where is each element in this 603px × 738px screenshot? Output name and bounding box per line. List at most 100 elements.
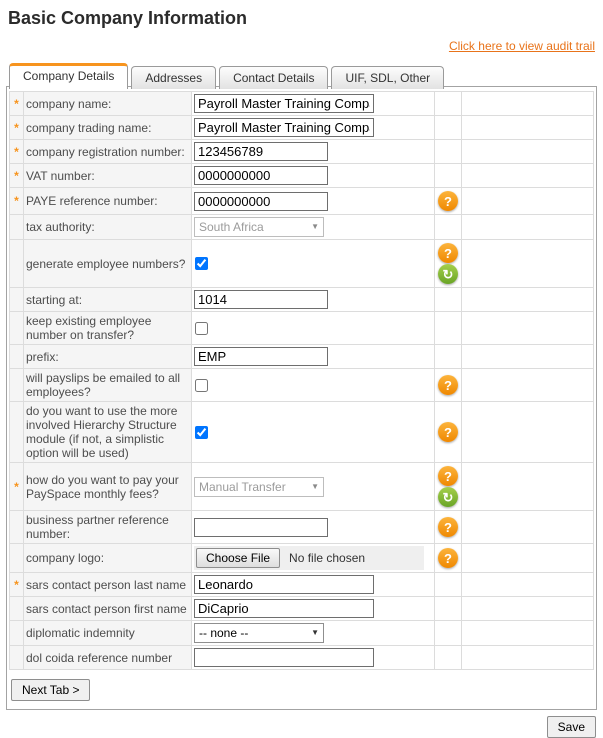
input-cell: [191, 596, 435, 621]
next-tab-row: Next Tab >: [11, 679, 594, 701]
icons-cell: ?: [434, 543, 462, 573]
field-label: keep existing employee number on transfe…: [26, 314, 152, 342]
payslips-emailed-checkbox[interactable]: [195, 378, 208, 392]
input-cell: [191, 115, 435, 140]
field-label: how do you want to pay your PaySpace mon…: [26, 472, 179, 501]
spacer-cell: [461, 401, 594, 463]
sars-first-name-input[interactable]: [194, 599, 374, 618]
generate-employee-numbers-checkbox[interactable]: [195, 257, 208, 270]
required-marker: [9, 401, 24, 463]
vat-number-input[interactable]: [194, 166, 328, 185]
label-cell: will payslips be emailed to all employee…: [23, 368, 192, 402]
refresh-icon[interactable]: ↻: [438, 264, 458, 284]
file-status-text: No file chosen: [289, 551, 366, 565]
input-cell: [191, 187, 435, 215]
select-value: South Africa: [199, 220, 264, 234]
spacer-cell: [461, 214, 594, 240]
spacer-cell: [461, 187, 594, 215]
diplomatic-indemnity-select[interactable]: -- none -- ▼: [194, 623, 324, 643]
icons-cell: [434, 139, 462, 164]
choose-file-button[interactable]: Choose File: [196, 548, 281, 568]
field-label: PAYE reference number:: [26, 194, 158, 208]
tab-uif-sdl-other[interactable]: UIF, SDL, Other: [331, 66, 445, 89]
spacer-cell: [461, 620, 594, 646]
tab-contact-details[interactable]: Contact Details: [219, 66, 329, 89]
row-prefix: prefix:: [9, 344, 594, 369]
save-button[interactable]: Save: [546, 716, 596, 738]
required-marker: [9, 596, 24, 621]
field-label: business partner reference number:: [26, 513, 169, 541]
refresh-icon[interactable]: ↻: [438, 487, 458, 507]
required-marker: [9, 214, 24, 240]
chevron-down-icon: ▼: [311, 481, 319, 491]
field-label: prefix:: [26, 349, 59, 364]
company-name-input[interactable]: [194, 94, 374, 113]
help-icon[interactable]: ?: [438, 548, 458, 568]
input-cell: [191, 368, 435, 402]
row-vat-number: * VAT number:: [9, 163, 594, 188]
required-marker: [9, 239, 24, 288]
tab-bar: Company Details Addresses Contact Details U…: [9, 63, 603, 89]
hierarchy-structure-checkbox[interactable]: [195, 425, 208, 439]
label-cell: generate employee numbers?: [23, 239, 192, 288]
field-label: starting at:: [26, 292, 83, 307]
company-details-panel: * company name: * company trading name: …: [6, 86, 597, 710]
input-cell: [191, 287, 435, 312]
dol-coida-reference-input[interactable]: [194, 648, 374, 667]
help-icon[interactable]: ?: [438, 466, 458, 486]
business-partner-reference-input[interactable]: [194, 517, 328, 537]
required-marker: *: [9, 187, 24, 215]
icons-cell: ? ↻: [434, 239, 462, 288]
help-icon[interactable]: ?: [438, 422, 458, 442]
input-cell: Choose File No file chosen: [191, 543, 435, 573]
starting-at-input[interactable]: [194, 290, 328, 309]
input-cell: [191, 344, 435, 369]
icons-cell: ?: [434, 510, 462, 544]
field-label: sars contact person last name: [26, 577, 187, 592]
required-marker: [9, 344, 24, 369]
field-label: VAT number:: [26, 168, 95, 183]
row-paye-reference-number: * PAYE reference number: ?: [9, 187, 594, 215]
label-cell: keep existing employee number on transfe…: [23, 311, 192, 345]
tab-addresses[interactable]: Addresses: [131, 66, 217, 89]
label-cell: sars contact person first name: [23, 596, 192, 621]
label-cell: diplomatic indemnity: [23, 620, 192, 646]
label-cell: business partner reference number:: [23, 510, 192, 544]
next-tab-button[interactable]: Next Tab >: [11, 679, 91, 701]
label-cell: company registration number:: [23, 139, 192, 164]
required-marker: [9, 620, 24, 646]
company-registration-number-input[interactable]: [194, 142, 328, 161]
paye-reference-number-input[interactable]: [194, 191, 328, 211]
input-cell: [191, 139, 435, 164]
payment-method-select: Manual Transfer ▼: [194, 476, 324, 497]
spacer-cell: [461, 239, 594, 288]
required-marker: [9, 510, 24, 544]
field-label: company logo:: [26, 551, 105, 565]
save-row: Save: [0, 716, 596, 738]
spacer-cell: [461, 543, 594, 573]
tab-company-details[interactable]: Company Details: [9, 63, 129, 89]
label-cell: starting at:: [23, 287, 192, 312]
help-icon[interactable]: ?: [438, 191, 458, 211]
icons-cell: ? ↻: [434, 462, 462, 511]
company-logo-file-input[interactable]: Choose File No file chosen: [194, 546, 424, 570]
label-cell: PAYE reference number:: [23, 187, 192, 215]
audit-trail-link[interactable]: Click here to view audit trail: [448, 39, 595, 53]
sars-last-name-input[interactable]: [194, 575, 374, 594]
company-trading-name-input[interactable]: [194, 118, 374, 137]
help-icon[interactable]: ?: [438, 517, 458, 537]
label-cell: how do you want to pay your PaySpace mon…: [23, 462, 192, 511]
input-cell: [191, 311, 435, 345]
help-icon[interactable]: ?: [438, 243, 458, 263]
input-cell: [191, 401, 435, 463]
prefix-input[interactable]: [194, 347, 328, 366]
help-icon[interactable]: ?: [438, 375, 458, 395]
spacer-cell: [461, 91, 594, 116]
icons-cell: [434, 344, 462, 369]
spacer-cell: [461, 572, 594, 597]
icons-cell: [434, 91, 462, 116]
field-label: diplomatic indemnity: [26, 626, 135, 640]
spacer-cell: [461, 645, 594, 670]
row-company-registration-number: * company registration number:: [9, 139, 594, 164]
keep-existing-employee-number-checkbox[interactable]: [195, 321, 208, 335]
